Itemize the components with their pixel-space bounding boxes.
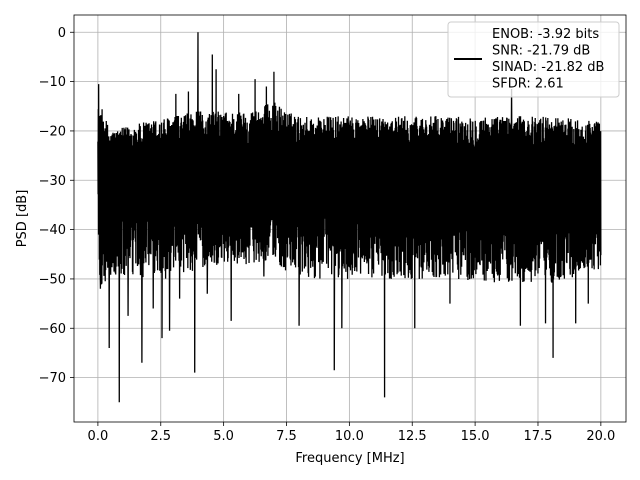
y-axis-label: PSD [dB]	[15, 190, 30, 248]
x-tick-label: 2.5	[150, 429, 171, 444]
y-axis-ticks: 0 −10 −20 −30 −40 −50 −60 −70	[39, 26, 74, 386]
plot-frame	[73, 14, 627, 423]
x-tick-label: 10.0	[335, 429, 364, 444]
y-tick-label: 0	[58, 26, 66, 41]
legend-entry-enob: ENOB: -3.92 bits	[492, 27, 599, 42]
x-tick-label: 12.5	[398, 429, 427, 444]
legend-entry-sfdr: SFDR: 2.61	[492, 77, 564, 92]
y-tick-label: −20	[39, 124, 66, 139]
y-tick-label: −10	[39, 75, 66, 90]
y-tick-label: −70	[39, 371, 66, 386]
psd-series	[97, 32, 602, 403]
legend: ENOB: -3.92 bits SNR: -21.79 dB SINAD: -…	[447, 21, 620, 98]
y-tick-label: −60	[39, 322, 66, 337]
psd-line	[97, 32, 602, 403]
x-tick-label: 17.5	[524, 429, 553, 444]
x-tick-label: 5.0	[213, 429, 234, 444]
legend-entry-snr: SNR: -21.79 dB	[492, 44, 590, 59]
x-axis-ticks: 0.0 2.5 5.0 7.5 10.0 12.5 15.0 17.5 20.0	[88, 422, 615, 444]
x-axis-label: Frequency [MHz]	[295, 451, 404, 466]
y-tick-label: −30	[39, 174, 66, 189]
legend-entry-sinad: SINAD: -21.82 dB	[492, 60, 604, 75]
x-tick-label: 7.5	[276, 429, 297, 444]
legend-box	[447, 21, 620, 98]
x-tick-label: 20.0	[586, 429, 615, 444]
x-tick-label: 15.0	[461, 429, 490, 444]
x-tick-label: 0.0	[88, 429, 109, 444]
y-tick-label: −40	[39, 223, 66, 238]
y-tick-label: −50	[39, 272, 66, 287]
